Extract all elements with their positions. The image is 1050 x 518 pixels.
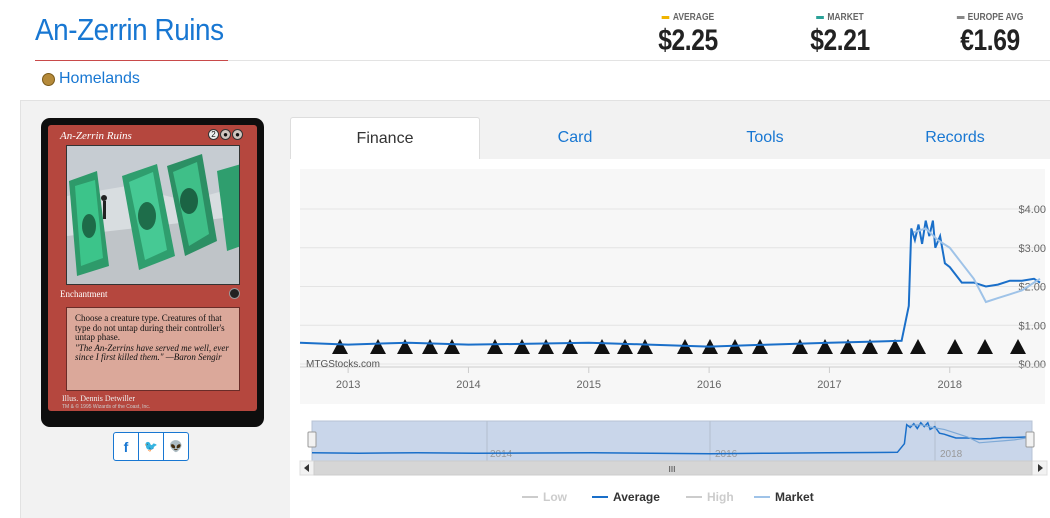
x-tick-label: 2013	[336, 379, 360, 391]
mana-generic-icon: 2	[208, 129, 219, 140]
legend-item-average[interactable]: Average	[613, 490, 660, 504]
set-symbol-icon	[752, 339, 768, 354]
mana-black-icon: ●	[232, 129, 243, 140]
average-dash	[661, 16, 670, 19]
card-image-name: An-Zerrin Ruins	[60, 130, 132, 142]
set-symbol-icon	[817, 339, 833, 354]
set-symbol-icon	[422, 339, 438, 354]
set-symbol-icon	[514, 339, 530, 354]
navigator-series-market	[909, 424, 1033, 444]
y-tick-label: $3.00	[1018, 243, 1046, 255]
set-symbol-icon	[910, 339, 926, 354]
set-symbol-icon	[977, 339, 993, 354]
legend-item-market[interactable]: Market	[775, 490, 814, 504]
set-symbol-icon	[637, 339, 653, 354]
tab-finance[interactable]: Finance	[290, 117, 481, 159]
y-tick-label: $0.00	[1018, 359, 1046, 371]
navigator-right-handle[interactable]	[1025, 431, 1035, 448]
reddit-icon: 👽	[169, 441, 183, 453]
navigator-window[interactable]	[311, 420, 1033, 462]
tab-tools[interactable]: Tools	[746, 129, 784, 146]
tab-bar: Finance Card Tools Records	[290, 117, 1050, 159]
twitter-icon: 🐦	[144, 441, 158, 453]
homelands-set-icon	[229, 288, 240, 299]
navigator-label: 2018	[940, 449, 963, 460]
set-symbol-icon	[947, 339, 963, 354]
set-symbol-icon	[332, 339, 348, 354]
x-tick-label: 2016	[697, 379, 721, 391]
twitter-share-button[interactable]: 🐦	[138, 432, 164, 461]
price-market-value: $2.21	[810, 24, 870, 57]
price-europe-value: €1.69	[960, 24, 1020, 57]
set-symbol-icon	[397, 339, 413, 354]
series-line-average	[299, 220, 1041, 348]
set-symbol-icon	[840, 339, 856, 354]
set-symbol-icon	[444, 339, 460, 354]
card-title: An-Zerrin Ruins	[35, 12, 224, 47]
card-rules-box: Choose a creature type. Creatures of tha…	[66, 307, 240, 391]
scroll-right-icon[interactable]	[1038, 464, 1043, 472]
set-symbol-icon	[538, 339, 554, 354]
price-europe: EUROPE AVG €1.69	[948, 12, 1032, 58]
set-symbol-icon	[370, 339, 386, 354]
set-symbol-icon	[594, 339, 610, 354]
price-market-label: MARKET	[827, 12, 864, 23]
set-symbol-icon	[887, 339, 903, 354]
card-flavor-text: "The An-Zerrins have served me well, eve…	[75, 342, 229, 362]
set-symbol-icon	[562, 339, 578, 354]
scroll-left-icon[interactable]	[304, 464, 309, 472]
price-average-value: $2.25	[658, 24, 718, 57]
header-divider	[228, 60, 1050, 61]
x-tick-label: 2017	[817, 379, 841, 391]
scrollbar-thumb[interactable]	[313, 460, 1033, 476]
mana-cost: 2 ● ●	[208, 129, 243, 140]
set-symbol-icon	[487, 339, 503, 354]
set-link[interactable]: Homelands	[42, 70, 140, 88]
set-symbol-icon	[792, 339, 808, 354]
facebook-icon: f	[123, 438, 129, 455]
x-tick-label: 2018	[938, 379, 962, 391]
chart-watermark: MTGStocks.com	[306, 359, 380, 370]
legend-item-low[interactable]: Low	[543, 490, 568, 504]
price-chart[interactable]: $0.00 $1.00 $2.00 $3.00 $4.00 2013 2014 2015 201…	[290, 159, 1050, 518]
card-copyright: TM & © 1995 Wizards of the Coast, Inc.	[62, 404, 151, 410]
navigator-left-handle[interactable]	[307, 431, 317, 448]
price-chart-area: $0.00 $1.00 $2.00 $3.00 $4.00 2013 2014 2015 201…	[290, 159, 1050, 518]
price-market: MARKET $2.21	[802, 12, 878, 58]
card-type-line: Enchantment	[60, 289, 108, 299]
price-europe-label: EUROPE AVG	[967, 12, 1024, 23]
card-artwork	[66, 145, 240, 285]
mana-black-icon: ●	[220, 129, 231, 140]
y-tick-label: $2.00	[1018, 282, 1046, 294]
share-buttons: f 🐦 👽	[113, 432, 192, 461]
market-dash	[816, 16, 824, 19]
europe-dash	[956, 16, 965, 19]
card-artist: Illus. Dennis Detwiller	[62, 394, 136, 403]
title-underline	[35, 60, 228, 61]
set-symbol-icon	[862, 339, 878, 354]
scrollbar-grip: III	[669, 465, 676, 474]
navigator-label: 2016	[715, 449, 738, 460]
reddit-share-button[interactable]: 👽	[163, 432, 189, 461]
set-symbol-icon	[1010, 339, 1026, 354]
navigator-label: 2014	[490, 449, 513, 460]
legend-item-high[interactable]: High	[707, 490, 734, 504]
set-symbol-icon	[617, 339, 633, 354]
price-average-label: AVERAGE	[672, 12, 715, 23]
set-icon	[42, 72, 55, 86]
card-rules-text: Choose a creature type. Creatures of tha…	[75, 313, 225, 342]
price-average: AVERAGE $2.25	[650, 12, 726, 58]
x-tick-label: 2015	[577, 379, 601, 391]
y-tick-label: $1.00	[1018, 320, 1046, 332]
set-name[interactable]: Homelands	[59, 70, 140, 87]
navigator-series-average	[311, 421, 1033, 455]
x-tick-label: 2014	[456, 379, 480, 391]
y-tick-label: $4.00	[1018, 204, 1046, 216]
tab-card[interactable]: Card	[557, 129, 593, 146]
series-line-market	[913, 227, 1041, 304]
tab-records[interactable]: Records	[925, 129, 985, 146]
facebook-share-button[interactable]: f	[113, 432, 139, 461]
